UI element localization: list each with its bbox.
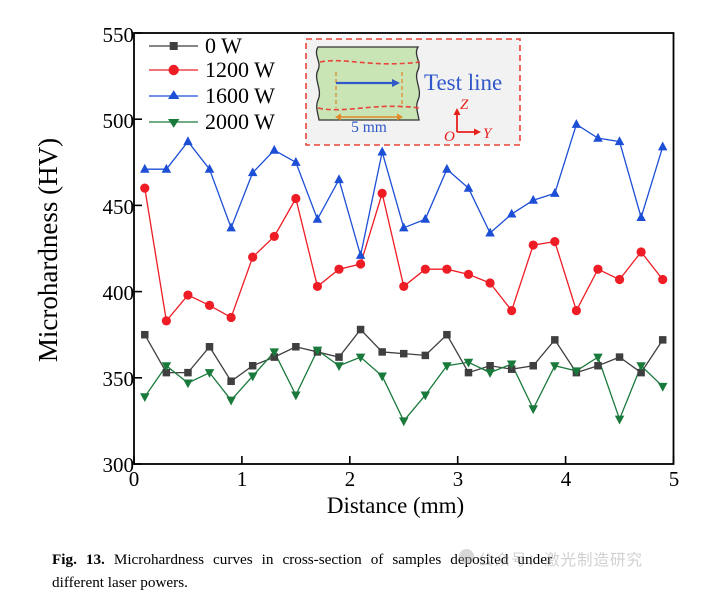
- svg-text:1200 W: 1200 W: [205, 57, 275, 82]
- svg-text:1600 W: 1600 W: [205, 83, 275, 108]
- svg-text:2000 W: 2000 W: [205, 109, 275, 134]
- svg-text:Test line: Test line: [424, 70, 502, 95]
- svg-text:O: O: [444, 129, 455, 145]
- svg-text:0 W: 0 W: [205, 33, 242, 58]
- svg-text:Z: Z: [460, 97, 469, 113]
- svg-text:5 mm: 5 mm: [351, 119, 387, 136]
